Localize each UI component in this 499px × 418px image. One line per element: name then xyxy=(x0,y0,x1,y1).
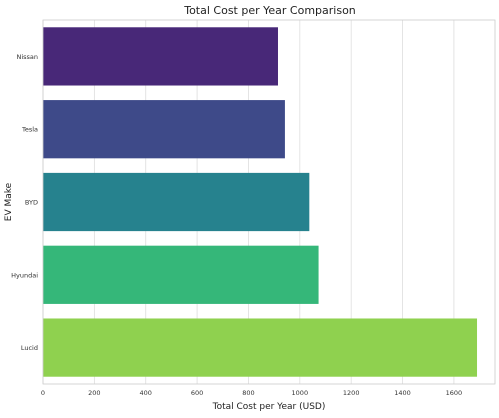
x-tick-label: 600 xyxy=(191,389,203,397)
bar-byd xyxy=(43,172,310,232)
bar-lucid xyxy=(43,318,478,377)
x-tick-label: 1200 xyxy=(343,389,360,397)
y-tick-labels: Nissan Tesla BYD Hyundai Lucid xyxy=(11,53,38,352)
y-tick-label: Nissan xyxy=(16,53,38,61)
y-tick-label: Hyundai xyxy=(11,271,38,279)
x-tick-label: 1000 xyxy=(292,389,309,397)
x-axis-label: Total Cost per Year (USD) xyxy=(212,402,326,412)
bar-nissan xyxy=(43,27,278,86)
plot-frame xyxy=(42,19,496,385)
bar-hyundai xyxy=(43,245,319,304)
bars-group xyxy=(43,27,478,377)
x-tick-label: 800 xyxy=(242,389,254,397)
x-tick-label: 1600 xyxy=(446,389,463,397)
x-tick-label: 200 xyxy=(88,389,100,397)
bar-tesla xyxy=(43,100,285,159)
y-tick-label: Tesla xyxy=(21,126,38,134)
y-axis-label: EV Make xyxy=(4,182,14,221)
x-tick-label: 1400 xyxy=(394,389,411,397)
x-tick-label: 0 xyxy=(41,389,45,397)
chart-title: Total Cost per Year Comparison xyxy=(183,4,356,17)
x-tick-labels: 0 200 400 600 800 1000 1200 1400 1600 xyxy=(41,389,462,397)
x-tick-label: 400 xyxy=(140,389,152,397)
y-tick-label: BYD xyxy=(25,199,38,207)
y-tick-label: Lucid xyxy=(21,344,38,352)
